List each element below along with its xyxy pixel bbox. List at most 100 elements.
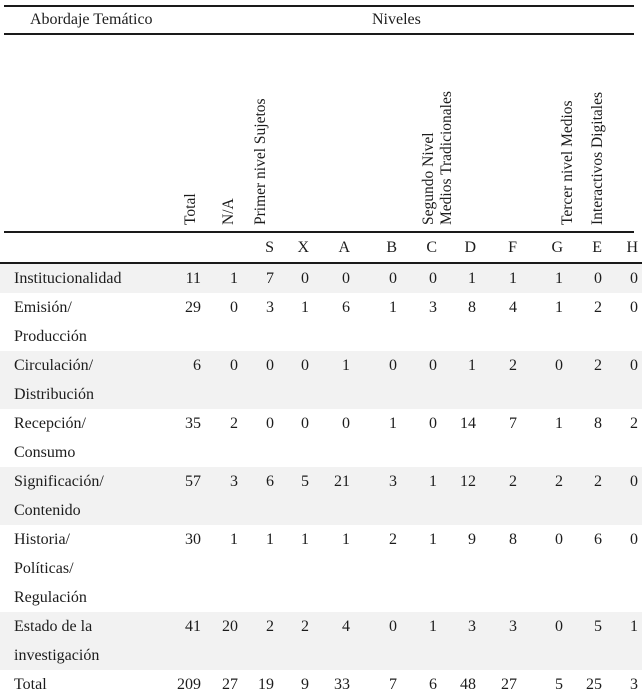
- value-cell: 6: [193, 357, 201, 374]
- value-cell: 57: [185, 473, 201, 490]
- value-cell: 2: [509, 357, 517, 374]
- table-row: Institucionalidad 11 1 7 0 0 0 0 1 1 1 0 0: [0, 263, 642, 293]
- value-cell: 0: [230, 357, 238, 374]
- row-label: Emisión/ Producción: [14, 299, 87, 345]
- column-letter: H: [626, 239, 638, 256]
- value-cell: 0: [594, 270, 602, 287]
- rotated-header-total: Total: [182, 193, 200, 225]
- rotated-header-label: Interactivos Digitales: [589, 92, 606, 225]
- value-cell: 1: [555, 415, 563, 432]
- value-cell: 21: [334, 473, 350, 490]
- value-cell: 1: [389, 299, 397, 316]
- value-cell: 2: [630, 415, 638, 432]
- value-cell: 33: [334, 676, 350, 693]
- value-cell: 7: [509, 415, 517, 432]
- value-cell: 0: [429, 357, 437, 374]
- value-cell: 0: [630, 357, 638, 374]
- column-letter: E: [592, 239, 602, 256]
- value-cell: 6: [429, 676, 437, 693]
- value-cell: 6: [266, 473, 274, 490]
- value-cell: 2: [389, 531, 397, 548]
- row-label: Estado de la investigación: [14, 618, 100, 664]
- value-cell: 9: [468, 531, 476, 548]
- value-cell: 1: [342, 357, 350, 374]
- value-cell: 3: [230, 473, 238, 490]
- column-letter: X: [297, 239, 309, 256]
- rotated-header-na: N/A: [220, 198, 238, 225]
- value-cell: 29: [185, 299, 201, 316]
- value-cell: 3: [509, 618, 517, 635]
- value-cell: 0: [301, 270, 309, 287]
- value-cell: 1: [230, 270, 238, 287]
- value-cell: 1: [342, 531, 350, 548]
- value-cell: 6: [342, 299, 350, 316]
- value-cell: 1: [468, 357, 476, 374]
- value-cell: 8: [468, 299, 476, 316]
- value-cell: 1: [429, 531, 437, 548]
- value-cell: 4: [342, 618, 350, 635]
- value-cell: 19: [258, 676, 274, 693]
- value-cell: 3: [468, 618, 476, 635]
- value-cell: 0: [301, 357, 309, 374]
- value-cell: 25: [586, 676, 602, 693]
- table-row: Emisión/ Producción 29 0 3 1 6 1 3 8 4 1 2 0: [0, 293, 642, 351]
- value-cell: 1: [429, 618, 437, 635]
- column-letter: C: [426, 239, 437, 256]
- value-cell: 0: [389, 270, 397, 287]
- value-cell: 0: [630, 270, 638, 287]
- rotated-headers-band: Total N/A Primer nivel Sujetos Segundo N…: [0, 35, 642, 231]
- column-letter: A: [338, 239, 350, 256]
- column-letter: [150, 233, 205, 263]
- value-cell: 1: [389, 415, 397, 432]
- value-cell: 5: [594, 618, 602, 635]
- rotated-header-label: Medios Tradicionales: [438, 91, 455, 225]
- column-letter: B: [386, 239, 397, 256]
- value-cell: 9: [301, 676, 309, 693]
- value-cell: 0: [389, 357, 397, 374]
- rotated-header-label: Total: [182, 193, 199, 225]
- rotated-header-tercer-nivel: Tercer nivel Medios Interactivos Digital…: [553, 92, 613, 225]
- value-cell: 0: [389, 618, 397, 635]
- value-cell: 48: [460, 676, 476, 693]
- row-label: Significación/ Contenido: [14, 473, 104, 519]
- column-letter: F: [508, 239, 517, 256]
- value-cell: 7: [266, 270, 274, 287]
- value-cell: 2: [594, 357, 602, 374]
- value-cell: 14: [460, 415, 476, 432]
- subheader-rule: [4, 231, 634, 233]
- row-label: Circulación/ Distribución: [14, 357, 94, 403]
- value-cell: 0: [630, 531, 638, 548]
- rotated-header-label: Segundo Nivel: [420, 132, 437, 225]
- table-row: Estado de la investigación 41 20 2 2 4 0 1 3 3 0 5 1: [0, 612, 642, 670]
- value-cell: 1: [630, 618, 638, 635]
- value-cell: 1: [429, 473, 437, 490]
- value-cell: 20: [222, 618, 238, 635]
- value-cell: 1: [555, 299, 563, 316]
- column-letter: S: [265, 239, 274, 256]
- table-row: Historia/ Políticas/ Regulación 30 1 1 1 1 2 1 9…: [0, 525, 642, 612]
- value-cell: 1: [301, 531, 309, 548]
- value-cell: 1: [266, 531, 274, 548]
- value-cell: 2: [266, 618, 274, 635]
- value-cell: 2: [594, 299, 602, 316]
- value-cell: 1: [509, 270, 517, 287]
- value-cell: 11: [185, 270, 201, 287]
- value-cell: 0: [266, 357, 274, 374]
- value-cell: 6: [594, 531, 602, 548]
- value-cell: 1: [555, 270, 563, 287]
- value-cell: 1: [230, 531, 238, 548]
- value-cell: 0: [429, 415, 437, 432]
- value-cell: 7: [389, 676, 397, 693]
- value-cell: 3: [429, 299, 437, 316]
- value-cell: 2: [509, 473, 517, 490]
- value-cell: 1: [468, 270, 476, 287]
- value-cell: 1: [301, 299, 309, 316]
- value-cell: 27: [501, 676, 517, 693]
- value-cell: 0: [630, 299, 638, 316]
- column-letter: G: [551, 239, 563, 256]
- value-cell: 0: [342, 415, 350, 432]
- value-cell: 0: [301, 415, 309, 432]
- top-rule: [4, 5, 634, 7]
